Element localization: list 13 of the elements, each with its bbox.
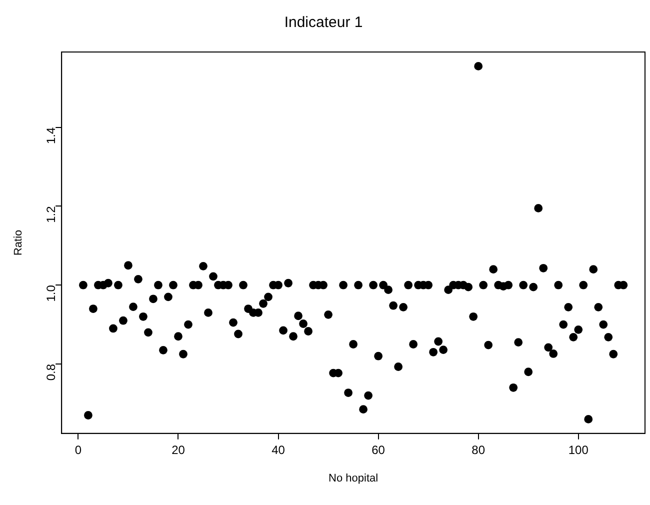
y-tick-label: 0.8 xyxy=(44,364,58,381)
x-tick-label: 80 xyxy=(472,442,486,457)
x-tick-label: 20 xyxy=(172,442,186,457)
x-axis-title: No hopital xyxy=(328,472,378,484)
x-tick-label: 40 xyxy=(272,442,286,457)
y-tick-label: 1.2 xyxy=(44,206,58,223)
y-tick-label: 1.4 xyxy=(44,127,58,144)
x-tick-label: 100 xyxy=(568,442,589,457)
x-tick-label: 60 xyxy=(372,442,386,457)
chart-title: Indicateur 1 xyxy=(284,14,363,32)
x-tick-label: 0 xyxy=(74,442,82,457)
y-tick-label: 1.0 xyxy=(44,284,58,302)
y-axis-title: Ratio xyxy=(12,230,25,256)
